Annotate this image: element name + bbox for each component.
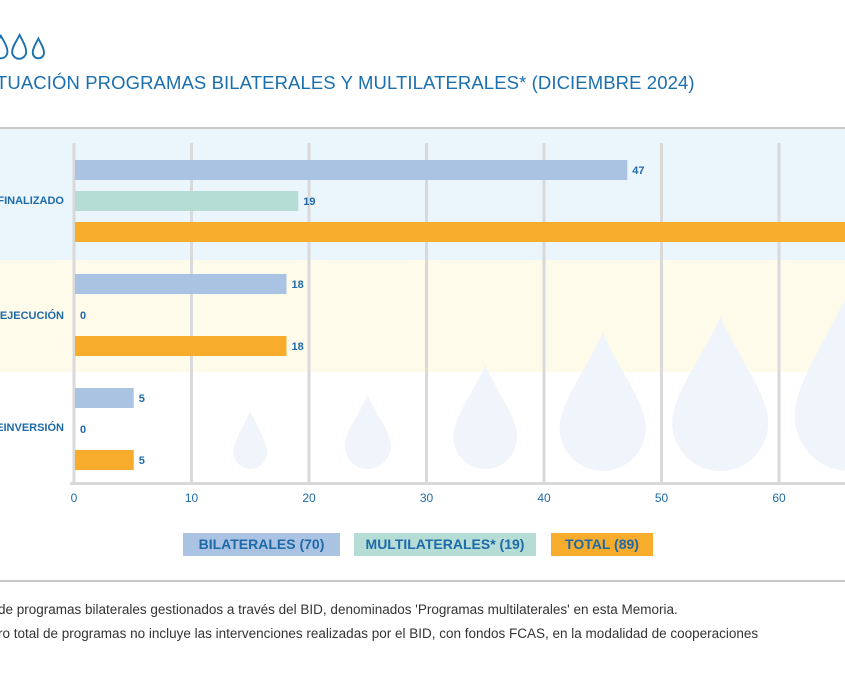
data-label: 5 xyxy=(139,393,145,405)
top-divider xyxy=(0,127,845,129)
x-axis-line xyxy=(70,482,845,485)
x-tick-label: 30 xyxy=(420,491,434,505)
decorative-drop xyxy=(453,365,518,469)
decorative-drop xyxy=(794,298,845,471)
x-tick-label: 0 xyxy=(71,491,78,505)
header-drops xyxy=(0,33,45,60)
x-tick-label: 60 xyxy=(772,491,786,505)
legend-bilaterales: BILATERALES (70) xyxy=(183,533,340,556)
decorative-drop xyxy=(233,411,268,469)
x-tick-label: 50 xyxy=(655,491,669,505)
data-label: 0 xyxy=(80,424,86,436)
footnote-1: de programas bilaterales gestionados a t… xyxy=(0,602,678,617)
gridline xyxy=(307,143,311,485)
legend-total: TOTAL (89) xyxy=(551,533,653,556)
water-drop-icon xyxy=(31,36,45,60)
gridline xyxy=(542,143,546,485)
water-drop-icon xyxy=(0,33,9,60)
bottom-divider xyxy=(0,580,845,582)
category-label: / EJECUCIÓN xyxy=(0,309,64,322)
bar xyxy=(75,450,134,470)
data-label: 0 xyxy=(80,310,86,322)
legend-multilaterales: MULTILATERALES* (19) xyxy=(354,533,536,556)
bar xyxy=(75,388,134,408)
water-drop-icon xyxy=(11,33,28,60)
gridline xyxy=(660,143,663,485)
footnote-2: ro total de programas no incluye las int… xyxy=(0,626,759,641)
gridline xyxy=(777,143,781,485)
data-label: 5 xyxy=(139,455,145,467)
gridline xyxy=(72,143,76,485)
chart-title: TUACIÓN PROGRAMAS BILATERALES Y MULTILAT… xyxy=(0,72,695,93)
decorative-drop xyxy=(672,317,769,471)
category-label: FINALIZADO xyxy=(0,195,64,207)
x-tick-label: 10 xyxy=(185,491,199,505)
data-label: 47 xyxy=(632,165,644,177)
bar xyxy=(75,274,287,294)
category-label: EINVERSIÓN xyxy=(0,421,64,434)
data-label: 18 xyxy=(292,341,304,353)
decorative-drop xyxy=(559,333,646,471)
bar xyxy=(75,336,287,356)
x-tick-label: 40 xyxy=(537,491,551,505)
x-tick-label: 20 xyxy=(302,491,316,505)
decorative-drop xyxy=(344,395,391,469)
data-label: 19 xyxy=(303,196,315,208)
data-label: 18 xyxy=(292,279,304,291)
gridline xyxy=(190,143,193,485)
bar xyxy=(75,222,845,242)
bar xyxy=(75,160,628,180)
gridline xyxy=(425,143,428,485)
bar xyxy=(75,191,299,211)
